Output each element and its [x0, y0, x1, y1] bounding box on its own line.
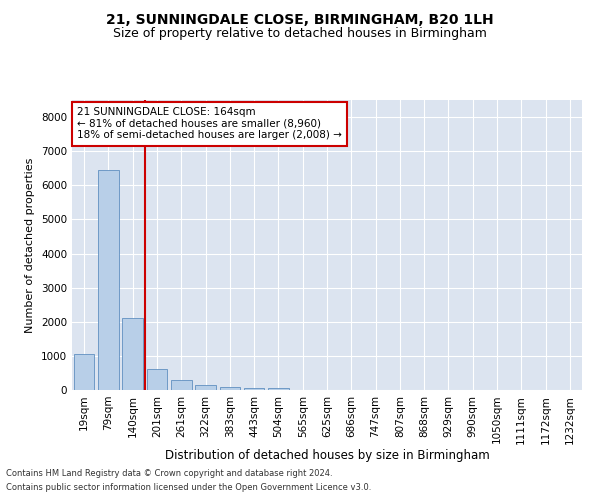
- Text: Size of property relative to detached houses in Birmingham: Size of property relative to detached ho…: [113, 28, 487, 40]
- Bar: [195, 385, 216, 390]
- Bar: [122, 318, 143, 390]
- Bar: [171, 380, 191, 390]
- Bar: [146, 369, 167, 390]
- Text: 21 SUNNINGDALE CLOSE: 164sqm
← 81% of detached houses are smaller (8,960)
18% of: 21 SUNNINGDALE CLOSE: 164sqm ← 81% of de…: [77, 108, 342, 140]
- Text: Contains public sector information licensed under the Open Government Licence v3: Contains public sector information licen…: [6, 484, 371, 492]
- Bar: [98, 170, 119, 390]
- Bar: [244, 388, 265, 390]
- Bar: [268, 388, 289, 390]
- Bar: [220, 388, 240, 390]
- X-axis label: Distribution of detached houses by size in Birmingham: Distribution of detached houses by size …: [164, 449, 490, 462]
- Bar: [74, 354, 94, 390]
- Y-axis label: Number of detached properties: Number of detached properties: [25, 158, 35, 332]
- Text: 21, SUNNINGDALE CLOSE, BIRMINGHAM, B20 1LH: 21, SUNNINGDALE CLOSE, BIRMINGHAM, B20 1…: [106, 12, 494, 26]
- Text: Contains HM Land Registry data © Crown copyright and database right 2024.: Contains HM Land Registry data © Crown c…: [6, 468, 332, 477]
